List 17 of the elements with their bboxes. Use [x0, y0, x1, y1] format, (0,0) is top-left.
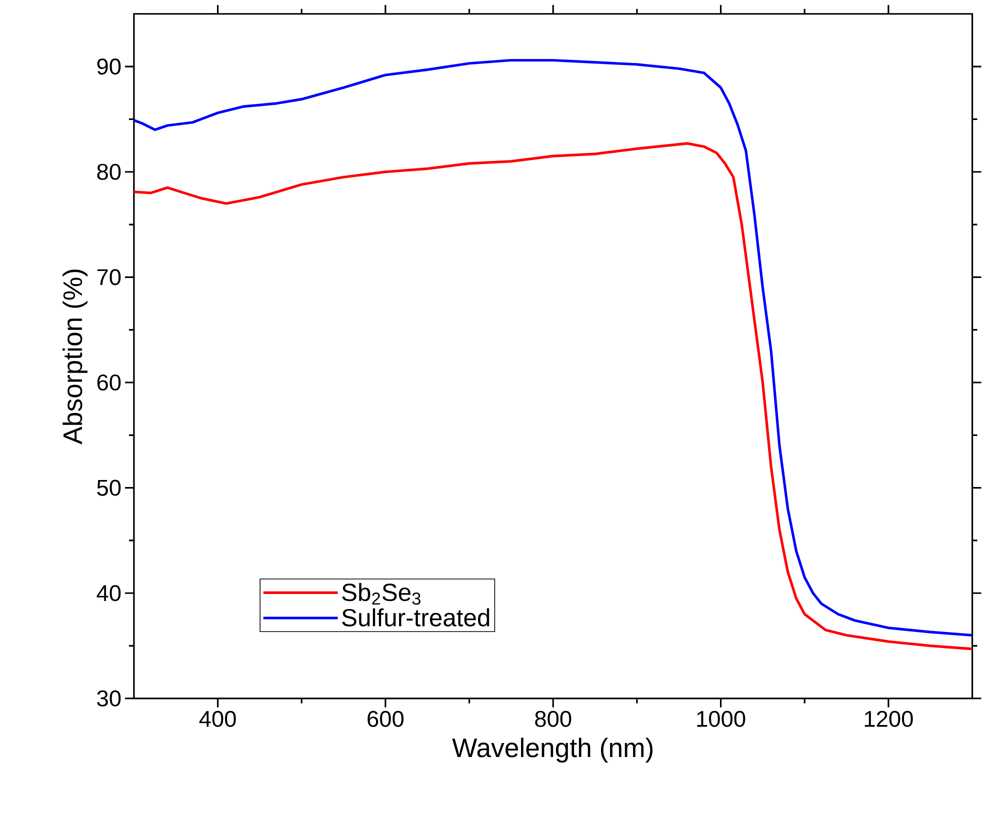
legend-label: Sb$_{2}$Se$_{3}$: [342, 582, 420, 604]
x-axis-title: Wavelength (nm): [452, 737, 653, 762]
y-tick-label: 90: [97, 58, 121, 74]
x-tick-label: 800: [535, 710, 572, 727]
x-tick-label: 600: [368, 710, 404, 727]
y-tick-label: 30: [97, 690, 121, 706]
y-tick-label: 80: [97, 164, 121, 180]
y-tick-label: 60: [97, 374, 121, 390]
y-tick-label: 50: [97, 480, 121, 496]
line-series: [134, 58, 972, 636]
y-tick-label: 70: [97, 268, 121, 285]
y-tick-label: 40: [96, 584, 121, 601]
legend-label: Sulfur-treated: [342, 608, 490, 626]
y-axis-title: Absorption (%): [62, 269, 88, 444]
x-tick-label: 1000: [697, 710, 746, 727]
x-tick-label: 1200: [864, 710, 913, 727]
x-tick-label: 400: [199, 710, 236, 727]
